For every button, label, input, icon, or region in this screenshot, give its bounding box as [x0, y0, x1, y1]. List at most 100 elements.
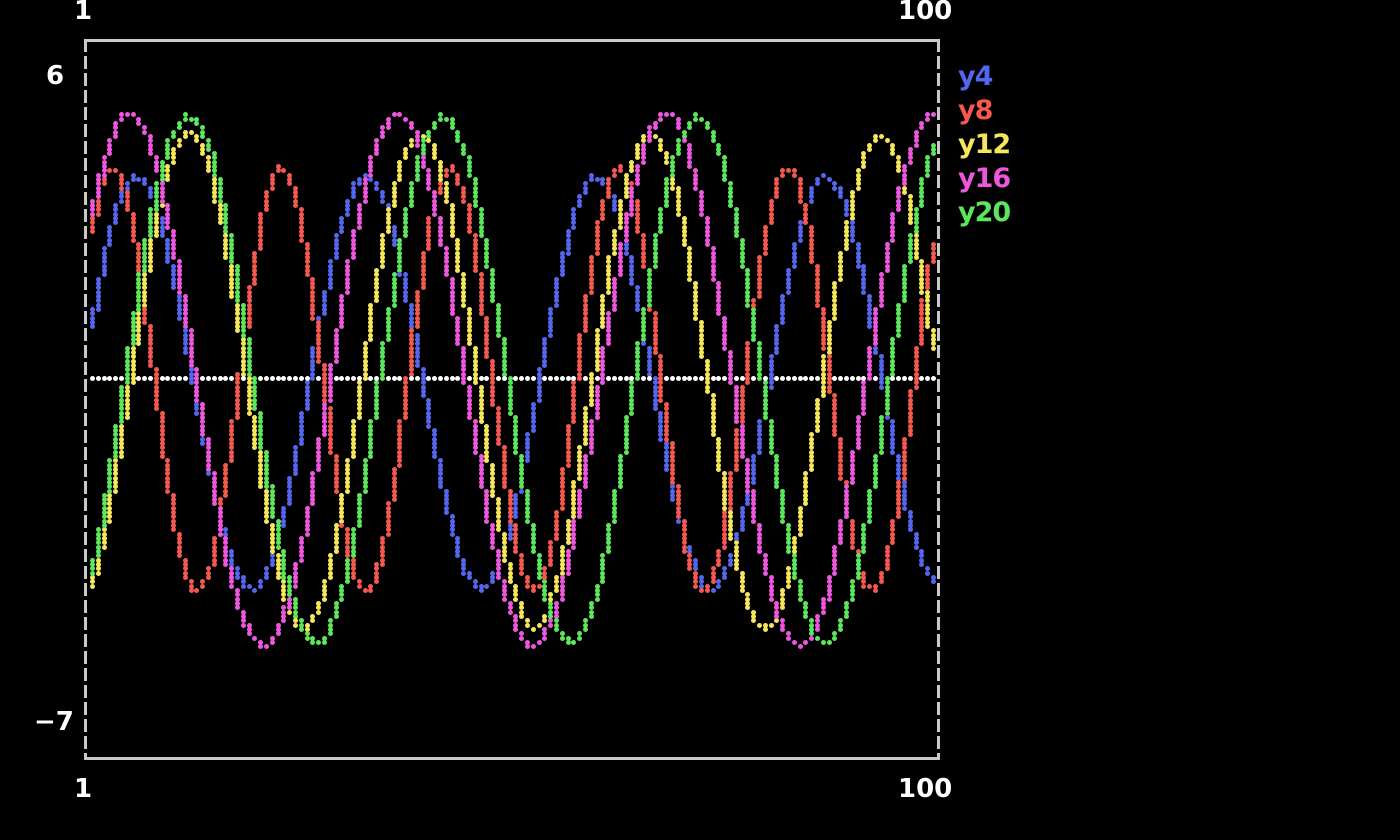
braille-dot — [884, 393, 890, 399]
braille-dot — [449, 376, 455, 382]
braille-dot — [809, 241, 815, 247]
braille-dot — [768, 419, 774, 425]
braille-dot — [832, 306, 838, 312]
braille-dot — [287, 592, 293, 598]
braille-dot — [623, 172, 629, 178]
braille-dot — [246, 298, 252, 304]
braille-dot — [635, 151, 641, 157]
braille-dot — [327, 285, 333, 291]
braille-dot — [728, 367, 733, 373]
braille-dot — [391, 194, 397, 200]
braille-dot — [472, 445, 478, 451]
braille-dot — [873, 376, 878, 382]
braille-dot — [757, 358, 762, 364]
braille-dot — [722, 164, 728, 170]
braille-dot — [739, 376, 745, 382]
braille-dot — [130, 328, 136, 334]
braille-dot — [907, 393, 913, 399]
braille-dot — [525, 583, 530, 589]
braille-dot — [333, 354, 339, 360]
braille-dot — [496, 523, 501, 529]
braille-dot — [803, 501, 809, 507]
braille-dot — [565, 423, 571, 429]
braille-dot — [153, 384, 159, 390]
braille-dot — [751, 497, 757, 503]
braille-dot — [606, 531, 612, 537]
braille-dot — [148, 190, 153, 196]
braille-dot — [826, 337, 832, 343]
braille-dot — [153, 203, 159, 209]
braille-dot — [327, 557, 333, 563]
braille-dot — [907, 233, 913, 239]
braille-dot — [478, 289, 484, 295]
braille-dot — [472, 432, 478, 438]
braille-dot — [391, 298, 397, 304]
legend-item-y4[interactable]: y4 — [958, 60, 1010, 94]
braille-dot — [728, 501, 733, 507]
braille-dot — [380, 549, 385, 555]
braille-dot — [414, 319, 420, 325]
braille-dot — [716, 142, 722, 148]
braille-dot — [153, 164, 159, 170]
braille-dot — [432, 207, 438, 213]
braille-dot — [623, 414, 629, 420]
braille-dot — [855, 259, 861, 265]
braille-dot — [171, 272, 177, 278]
braille-dot — [235, 402, 240, 407]
braille-dot — [722, 505, 728, 511]
braille-dot — [675, 151, 681, 157]
braille-dot — [664, 203, 670, 209]
braille-dot — [722, 510, 728, 516]
braille-dot — [745, 371, 751, 377]
braille-dot — [913, 540, 919, 546]
braille-dot — [884, 254, 890, 260]
braille-dot — [600, 570, 606, 576]
braille-dot — [786, 536, 791, 542]
legend-item-y8[interactable]: y8 — [958, 94, 1010, 128]
braille-dot — [501, 553, 507, 559]
braille-dot — [414, 358, 420, 364]
legend-item-y20[interactable]: y20 — [958, 196, 1011, 230]
braille-dot — [739, 449, 745, 455]
braille-dot — [554, 609, 559, 615]
braille-dot — [884, 557, 890, 563]
legend-item-y16[interactable]: y16 — [958, 162, 1011, 196]
braille-dot — [113, 129, 119, 135]
braille-dot — [542, 596, 548, 602]
braille-dot — [606, 332, 612, 338]
braille-dot — [119, 406, 124, 412]
braille-dot — [501, 540, 507, 546]
braille-dot — [345, 479, 351, 485]
braille-dot — [478, 285, 484, 291]
braille-dot — [646, 129, 652, 135]
braille-dot — [467, 393, 472, 399]
braille-dot — [693, 579, 699, 585]
braille-dot — [95, 544, 101, 550]
braille-dot — [588, 276, 594, 282]
braille-dot — [107, 479, 113, 485]
braille-dot — [159, 427, 165, 433]
braille-dot — [559, 501, 565, 507]
braille-dot — [867, 350, 873, 356]
braille-dot — [414, 324, 420, 330]
braille-dot — [542, 592, 548, 598]
braille-dot — [786, 566, 791, 572]
braille-dot — [728, 484, 733, 490]
braille-dot — [113, 436, 119, 442]
braille-dot — [351, 229, 356, 234]
braille-dot — [443, 194, 449, 200]
braille-dot — [496, 406, 501, 412]
braille-dot — [751, 328, 757, 334]
braille-dot — [739, 237, 745, 243]
braille-dot — [304, 631, 310, 637]
braille-dot — [351, 449, 356, 455]
braille-dot — [461, 280, 467, 286]
braille-dot — [322, 311, 327, 317]
braille-dot — [101, 527, 107, 533]
braille-dot — [884, 406, 890, 412]
braille-dot — [171, 276, 177, 282]
braille-dot — [646, 376, 652, 382]
braille-dot — [130, 358, 136, 364]
braille-dot — [594, 328, 600, 334]
legend-item-y12[interactable]: y12 — [958, 128, 1011, 162]
